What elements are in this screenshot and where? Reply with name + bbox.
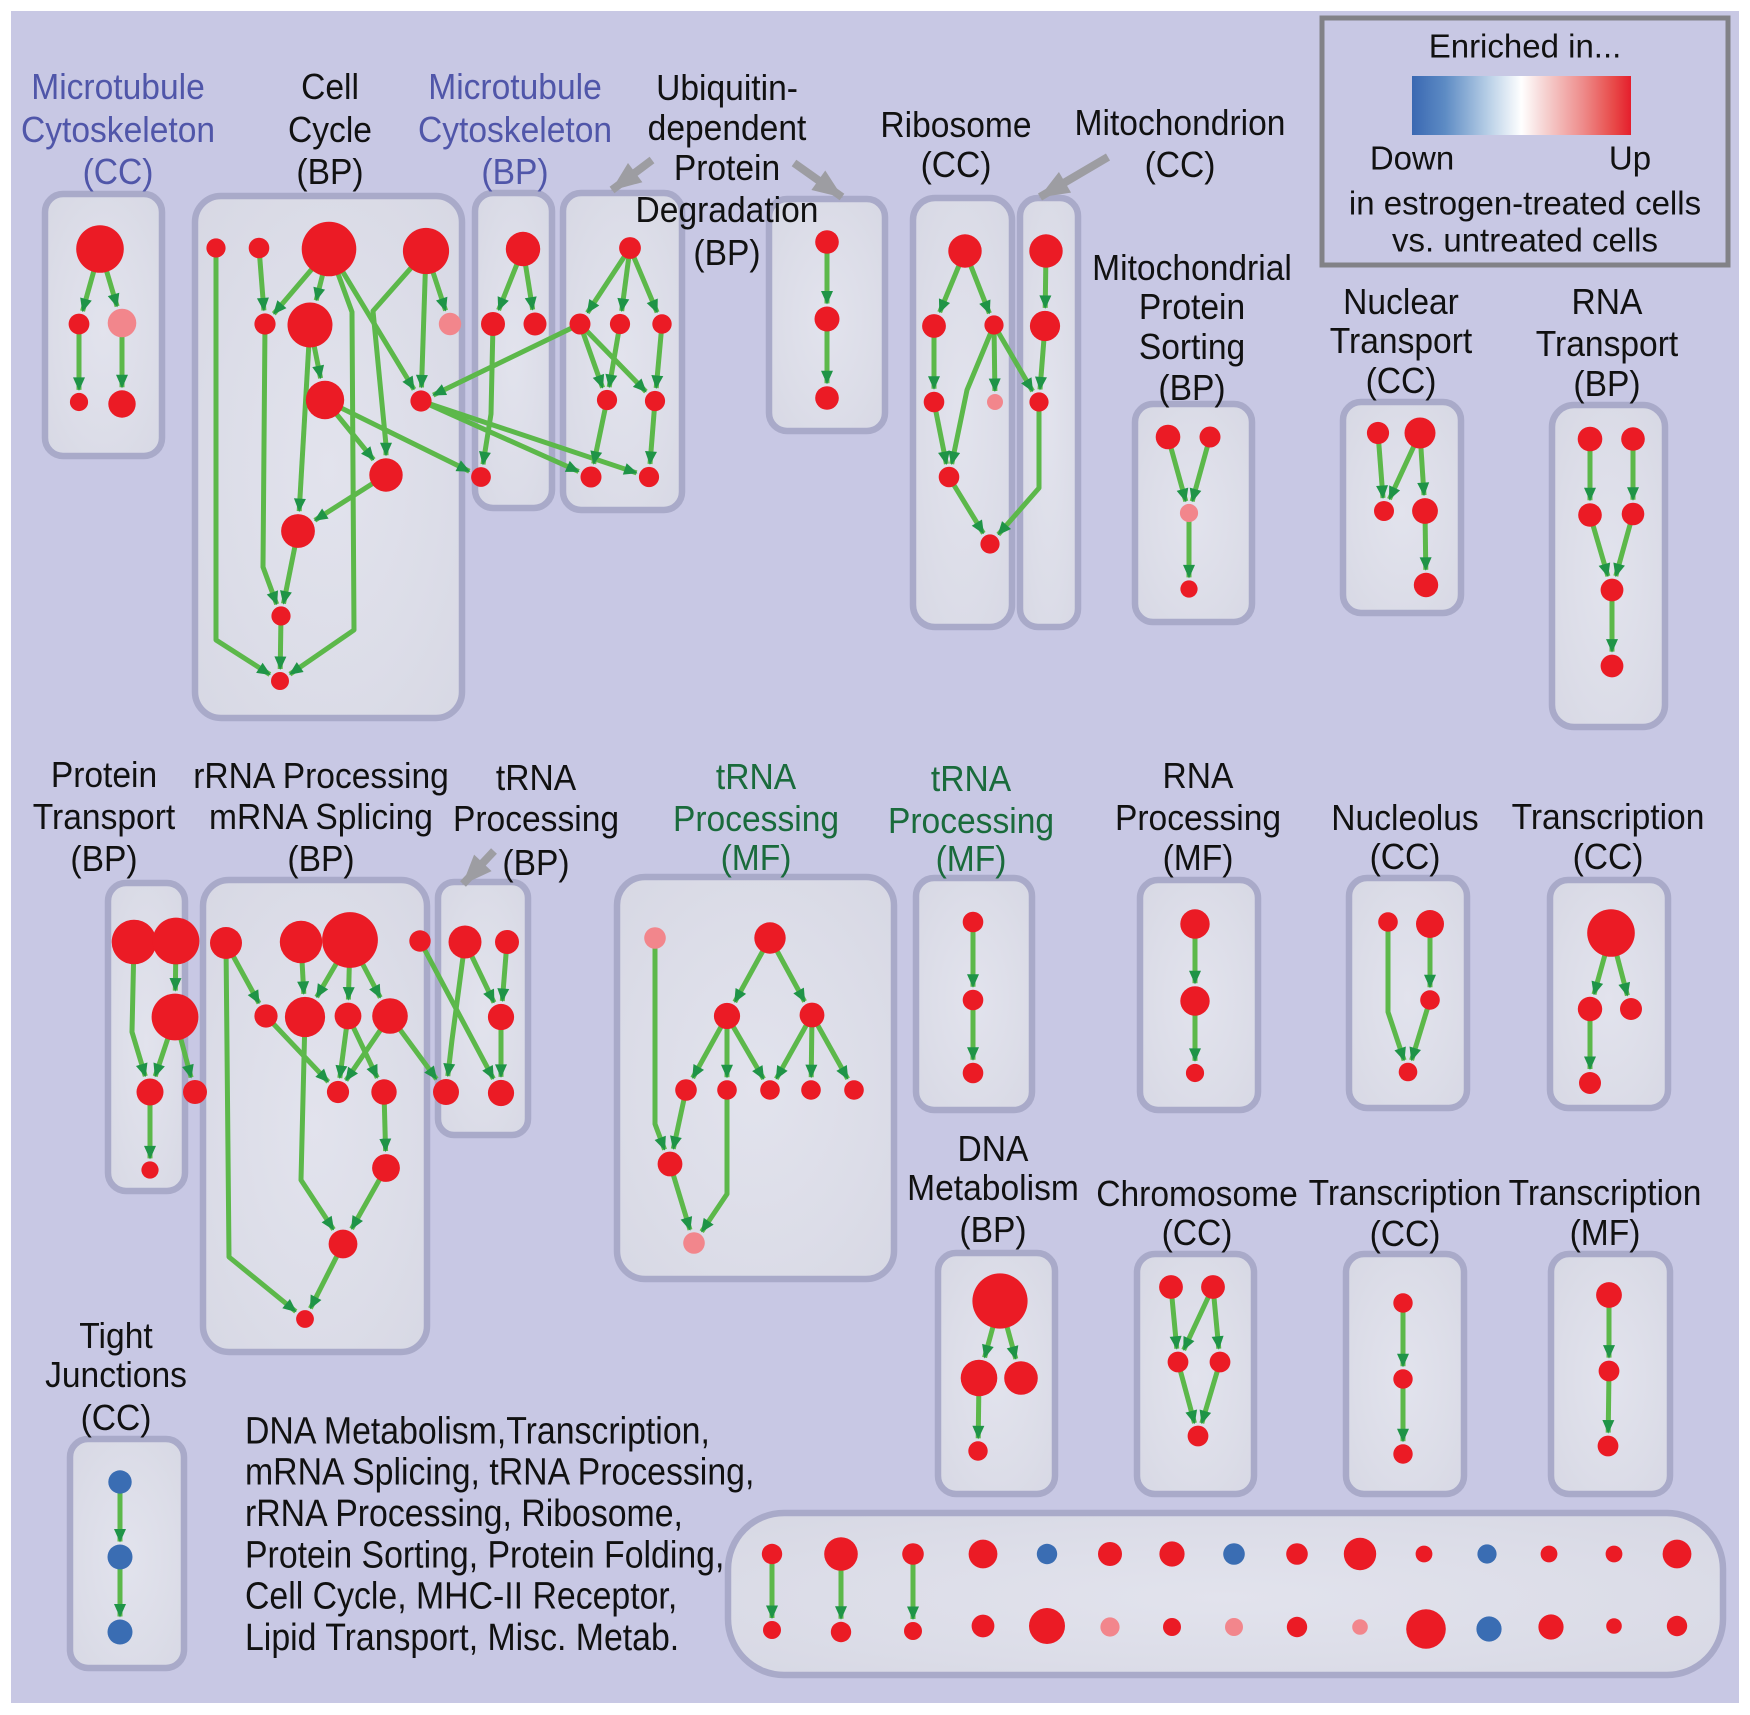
svg-text:Transcription: Transcription (1309, 1173, 1502, 1214)
svg-text:(BP): (BP) (502, 843, 569, 884)
svg-text:(MF): (MF) (1570, 1213, 1641, 1254)
svg-text:(CC): (CC) (1162, 1213, 1233, 1254)
svg-text:Transport: Transport (1330, 321, 1473, 362)
svg-text:Chromosome: Chromosome (1096, 1174, 1298, 1215)
svg-text:Processing: Processing (1115, 798, 1281, 839)
svg-text:Cell: Cell (301, 67, 359, 108)
svg-text:Processing: Processing (453, 799, 619, 840)
svg-text:Microtubule: Microtubule (428, 67, 602, 108)
svg-text:Ribosome: Ribosome (880, 105, 1031, 146)
svg-text:mRNA Splicing, tRNA Processing: mRNA Splicing, tRNA Processing, (245, 1450, 754, 1493)
svg-text:(BP): (BP) (1158, 368, 1225, 409)
svg-text:(CC): (CC) (1573, 837, 1644, 878)
svg-text:mRNA Splicing: mRNA Splicing (209, 797, 433, 838)
svg-text:Protein Sorting, Protein Foldi: Protein Sorting, Protein Folding, (245, 1532, 724, 1575)
svg-text:Degradation: Degradation (636, 190, 819, 231)
svg-text:(CC): (CC) (1370, 837, 1441, 878)
svg-text:(MF): (MF) (721, 838, 792, 879)
svg-text:Transport: Transport (1536, 324, 1679, 365)
svg-text:Cycle: Cycle (288, 110, 372, 151)
svg-text:(BP): (BP) (481, 152, 548, 193)
svg-text:in estrogen-treated cells: in estrogen-treated cells (1349, 185, 1701, 222)
svg-text:Nucleolus: Nucleolus (1331, 798, 1478, 839)
svg-text:(BP): (BP) (287, 839, 354, 880)
svg-text:(MF): (MF) (936, 839, 1007, 880)
svg-text:Enriched in...: Enriched in... (1429, 28, 1622, 65)
svg-text:Cytoskeleton: Cytoskeleton (21, 110, 215, 151)
svg-text:Transcription: Transcription (1509, 1173, 1702, 1214)
svg-text:Processing: Processing (673, 799, 839, 840)
svg-text:(CC): (CC) (921, 145, 992, 186)
svg-text:Protein: Protein (1139, 287, 1245, 328)
svg-text:Mitochondrion: Mitochondrion (1075, 103, 1286, 144)
svg-text:RNA: RNA (1572, 282, 1643, 323)
svg-text:DNA Metabolism,Transcription,: DNA Metabolism,Transcription, (245, 1409, 710, 1452)
svg-text:Up: Up (1609, 140, 1651, 177)
svg-text:(CC): (CC) (1370, 1214, 1441, 1255)
svg-text:Microtubule: Microtubule (31, 67, 205, 108)
svg-text:Cell Cycle, MHC-II Receptor,: Cell Cycle, MHC-II Receptor, (245, 1574, 677, 1617)
svg-text:rRNA Processing: rRNA Processing (193, 756, 449, 797)
svg-text:Sorting: Sorting (1139, 327, 1245, 368)
svg-text:Transcription: Transcription (1512, 797, 1705, 838)
svg-text:rRNA Processing, Ribosome,: rRNA Processing, Ribosome, (245, 1491, 683, 1534)
svg-text:Metabolism: Metabolism (907, 1168, 1079, 1209)
svg-text:Mitochondrial: Mitochondrial (1092, 248, 1292, 289)
svg-text:Tight: Tight (79, 1316, 153, 1357)
svg-text:tRNA: tRNA (931, 759, 1012, 800)
svg-text:vs. untreated cells: vs. untreated cells (1392, 222, 1658, 259)
svg-text:Lipid Transport, Misc. Metab.: Lipid Transport, Misc. Metab. (245, 1615, 679, 1658)
svg-text:(CC): (CC) (1145, 145, 1216, 186)
svg-text:(CC): (CC) (1366, 361, 1437, 402)
svg-text:(MF): (MF) (1163, 838, 1234, 879)
svg-text:RNA: RNA (1163, 756, 1234, 797)
svg-text:tRNA: tRNA (716, 757, 797, 798)
svg-text:(BP): (BP) (296, 152, 363, 193)
svg-text:Transport: Transport (33, 797, 176, 838)
svg-text:Nuclear: Nuclear (1343, 282, 1459, 323)
svg-text:Processing: Processing (888, 801, 1054, 842)
svg-text:Protein: Protein (51, 755, 157, 796)
svg-text:Cytoskeleton: Cytoskeleton (418, 110, 612, 151)
svg-text:Down: Down (1370, 140, 1454, 177)
svg-text:dependent: dependent (648, 108, 807, 149)
svg-text:Junctions: Junctions (45, 1355, 187, 1396)
svg-text:(CC): (CC) (83, 152, 154, 193)
svg-text:(BP): (BP) (70, 839, 137, 880)
svg-text:tRNA: tRNA (496, 758, 577, 799)
svg-text:Ubiquitin-: Ubiquitin- (656, 68, 798, 109)
svg-text:Protein: Protein (674, 148, 780, 189)
svg-text:DNA: DNA (958, 1129, 1029, 1170)
svg-text:(CC): (CC) (81, 1398, 152, 1439)
svg-text:(BP): (BP) (693, 233, 760, 274)
svg-text:(BP): (BP) (1573, 364, 1640, 405)
svg-text:(BP): (BP) (959, 1210, 1026, 1251)
